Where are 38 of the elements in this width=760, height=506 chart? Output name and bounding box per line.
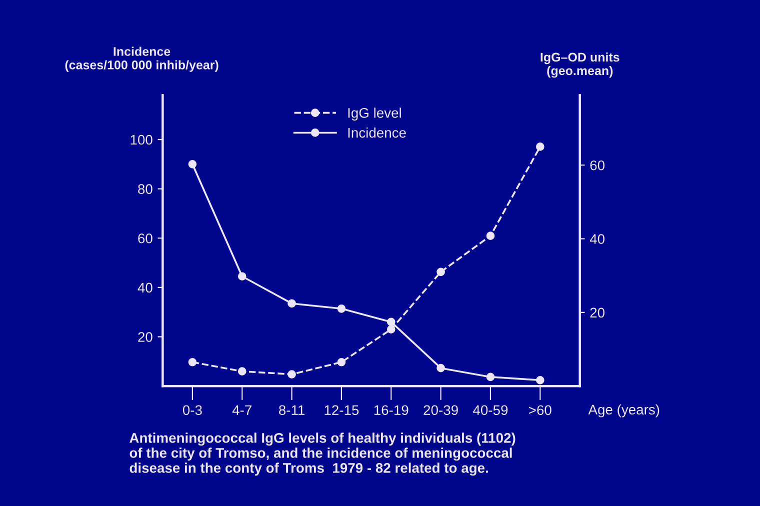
point [337, 304, 346, 313]
point [486, 372, 495, 382]
x-tick-label: >60 [529, 405, 552, 416]
point [386, 325, 396, 334]
y-tick-label: 60 [138, 233, 152, 244]
y-tick-label: 100 [130, 134, 152, 145]
x-tick-label: 16-19 [374, 405, 408, 416]
point [288, 370, 296, 378]
y-tick-label: 80 [138, 184, 152, 194]
legend-label: Incidence [348, 128, 406, 138]
point [436, 268, 445, 276]
x-tick-label: 4-7 [232, 405, 252, 415]
point [386, 318, 396, 326]
x-tick-label: 0-3 [182, 405, 202, 416]
legend-label: IgG level [348, 108, 401, 121]
y2-tick-label: 40 [590, 234, 605, 244]
point [188, 160, 197, 168]
point [238, 272, 246, 281]
point [486, 232, 495, 240]
point [536, 376, 544, 384]
y-tick-label: 20 [138, 332, 152, 342]
y-tick-label: 40 [138, 282, 152, 293]
x-axis-title: Age (years) [588, 404, 660, 418]
x-tick-label: 8-11 [279, 405, 304, 416]
text: Antimeningococcal IgG levels of healthy individuals (1102) of the city of Tromso, and the incidence of meningococcal disease in the conty of Troms 1979 - 82 related to age. [130, 432, 516, 476]
point [238, 367, 246, 376]
y2-tick-label: 60 [590, 160, 605, 170]
y2-tick-label: 20 [590, 308, 605, 318]
point [536, 142, 544, 151]
x-tick-label: 20-39 [424, 405, 458, 416]
point [288, 299, 296, 308]
y2-axis-title: IgG–OD units (geo.mean) [540, 52, 620, 78]
point [337, 358, 346, 366]
x-tick-label: 40-59 [473, 405, 508, 416]
y-axis-title: Incidence (cases/100 000 inhib/year) [65, 46, 218, 72]
x-tick-label: 12-15 [324, 405, 359, 416]
point [188, 358, 197, 366]
point [436, 364, 445, 372]
